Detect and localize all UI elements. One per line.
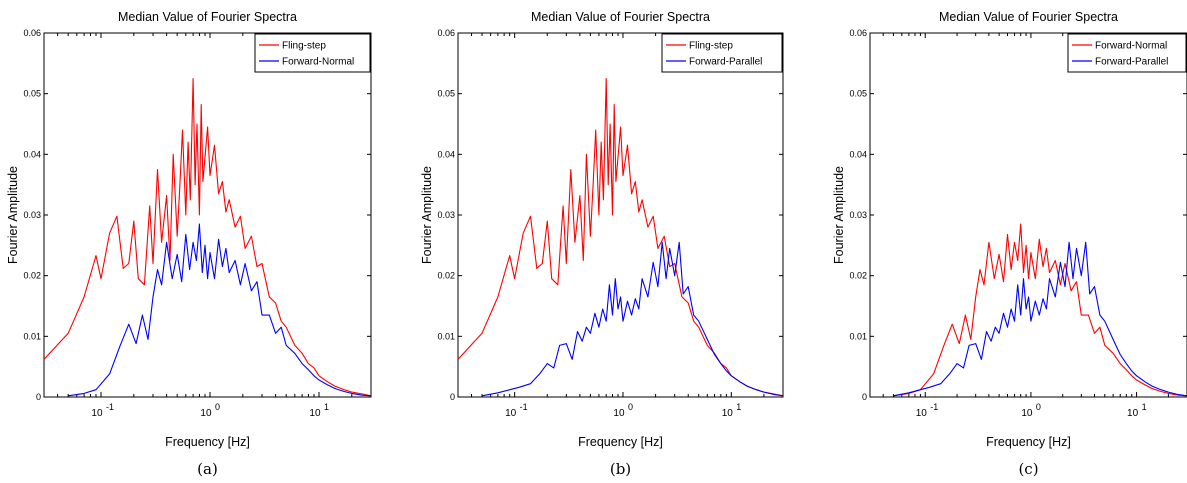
chart-title: Median Value of Fourier Spectra [118, 10, 297, 24]
series-line-forward-parallel [481, 241, 784, 397]
y-tick-label: 0.05 [849, 89, 867, 99]
x-tick-exponent: 0 [215, 402, 220, 412]
y-tick-label: 0.02 [437, 271, 455, 281]
x-tick-exponent: 1 [1142, 402, 1147, 412]
chart-panel-3: Median Value of Fourier Spectra 0 0.01 0.02… [832, 10, 1187, 478]
x-tick-label: 10 [722, 408, 734, 419]
series-line-forward-parallel [893, 241, 1187, 397]
plot-area [43, 32, 372, 398]
x-tick-label: 10 [200, 408, 212, 419]
x-tick-label: 10 [505, 408, 517, 419]
x-tick-label: 10 [916, 408, 928, 419]
y-axis-label: Fourier Amplitude [420, 166, 434, 264]
x-tick-exponent: 0 [628, 402, 633, 412]
chart-panel-2: Median Value of Fourier Spectra 0 0.01 0.02… [420, 10, 784, 478]
plot-area [457, 32, 784, 398]
panel-caption: (a) [197, 460, 218, 478]
panel-caption: (b) [610, 460, 631, 478]
series-line-forward-normal [68, 223, 372, 397]
y-tick-label: 0.06 [437, 28, 455, 38]
y-tick-label: 0.02 [23, 271, 41, 281]
plot-area [869, 32, 1187, 398]
x-axis-label: Frequency [Hz] [986, 435, 1071, 449]
x-axis-label: Frequency [Hz] [578, 435, 663, 449]
x-tick-label: 10 [91, 408, 103, 419]
series-line-fling-step [43, 77, 372, 397]
y-tick-label: 0.04 [437, 149, 455, 159]
legend: Fling-step Forward-Normal [254, 33, 371, 73]
y-tick-label: 0.04 [849, 149, 867, 159]
legend-label: Fling-step [689, 41, 733, 52]
chart-title: Median Value of Fourier Spectra [939, 10, 1118, 24]
y-tick-label: 0.04 [23, 149, 41, 159]
chart-panel-1: Median Value of Fourier Spectra 0 0.01 0.02… [6, 10, 372, 478]
legend-box [1067, 33, 1187, 73]
series-line-forward-normal [893, 223, 1187, 397]
x-tick-label: 10 [1127, 408, 1139, 419]
y-tick-label: 0.01 [849, 331, 867, 341]
legend-box [254, 33, 371, 73]
x-tick-exponent: 1 [736, 402, 741, 412]
legend-label: Forward-Parallel [1095, 57, 1168, 68]
y-axis-label: Fourier Amplitude [6, 166, 20, 264]
y-tick-label: 0.06 [849, 28, 867, 38]
y-tick-label: 0.05 [23, 89, 41, 99]
y-tick-label: 0.01 [23, 331, 41, 341]
legend-label: Forward-Normal [282, 57, 354, 68]
legend-label: Forward-Normal [1095, 41, 1167, 52]
panel-caption: (c) [1018, 460, 1038, 478]
x-axis-label: Frequency [Hz] [165, 435, 250, 449]
y-tick-label: 0.03 [849, 210, 867, 220]
y-tick-label: 0.01 [437, 331, 455, 341]
y-tick-label: 0.02 [849, 271, 867, 281]
x-tick-label: 10 [613, 408, 625, 419]
legend: Forward-Normal Forward-Parallel [1067, 33, 1187, 73]
y-tick-label: 0.06 [23, 28, 41, 38]
y-tick-label: 0.05 [437, 89, 455, 99]
series-line-fling-step [457, 77, 784, 397]
x-tick-exponent: -1 [930, 402, 938, 412]
x-tick-label: 10 [309, 408, 321, 419]
x-tick-exponent: -1 [106, 402, 114, 412]
legend-label: Forward-Parallel [689, 57, 762, 68]
legend: Fling-step Forward-Parallel [661, 33, 783, 73]
y-tick-label: 0 [36, 392, 41, 402]
x-tick-exponent: 0 [1036, 402, 1041, 412]
chart-title: Median Value of Fourier Spectra [531, 10, 710, 24]
x-tick-exponent: -1 [520, 402, 528, 412]
x-tick-label: 10 [1021, 408, 1033, 419]
y-tick-label: 0.03 [23, 210, 41, 220]
legend-label: Fling-step [282, 41, 326, 52]
y-tick-label: 0.03 [437, 210, 455, 220]
y-tick-label: 0 [450, 392, 455, 402]
legend-box [661, 33, 783, 73]
x-tick-exponent: 1 [324, 402, 329, 412]
y-tick-label: 0 [862, 392, 867, 402]
y-axis-label: Fourier Amplitude [832, 166, 846, 264]
